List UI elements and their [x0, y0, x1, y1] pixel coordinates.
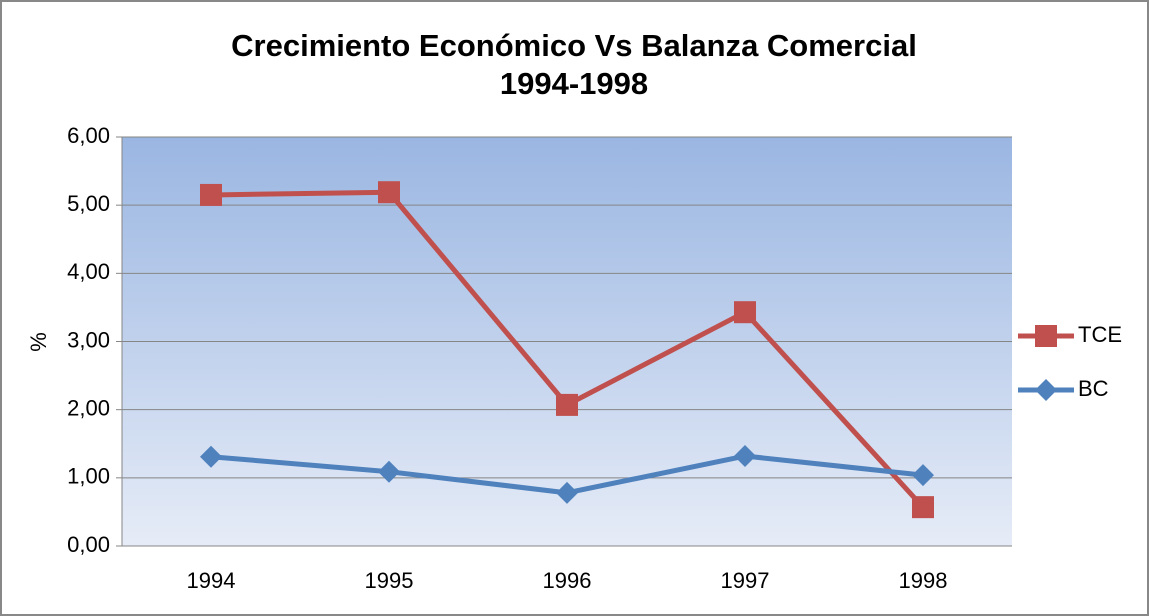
chart-title: 1994-1998 [500, 66, 648, 101]
legend-marker [1035, 325, 1057, 347]
data-point [734, 301, 756, 324]
y-tick-label: 1,00 [67, 464, 110, 489]
legend-label: BC [1078, 376, 1109, 401]
x-tick-label: 1995 [365, 568, 414, 593]
x-tick-label: 1996 [543, 568, 592, 593]
chart-title: Crecimiento Económico Vs Balanza Comerci… [231, 28, 917, 63]
data-point [200, 183, 222, 206]
data-point [200, 445, 222, 468]
y-tick-label: 3,00 [67, 327, 110, 352]
x-tick-label: 1994 [187, 568, 236, 593]
data-point [378, 460, 400, 483]
y-tick-label: 0,00 [67, 532, 110, 557]
data-point [912, 464, 934, 487]
data-point [556, 481, 578, 504]
data-point [734, 445, 756, 468]
data-point [556, 393, 578, 416]
y-tick-label: 4,00 [67, 259, 110, 284]
x-tick-label: 1997 [721, 568, 770, 593]
legend-marker [1035, 379, 1057, 401]
y-tick-label: 2,00 [67, 395, 110, 420]
data-point [378, 181, 400, 204]
data-point [912, 496, 934, 519]
y-tick-label: 6,00 [67, 123, 110, 148]
y-tick-label: 5,00 [67, 191, 110, 216]
legend-label: TCE [1078, 322, 1122, 347]
x-tick-label: 1998 [899, 568, 948, 593]
y-axis-label: % [26, 332, 51, 352]
